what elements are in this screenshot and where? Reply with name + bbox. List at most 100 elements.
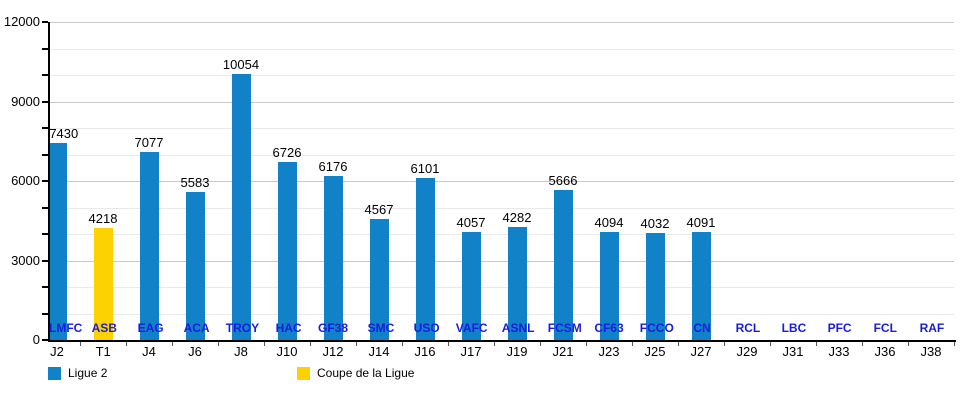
x-axis-tick (908, 342, 909, 346)
bar-value-label: 4567 (364, 201, 394, 217)
bar-value-label: 6726 (272, 144, 302, 160)
x-axis-tick (540, 342, 541, 346)
legend-item-ligue-2: Ligue 2 (48, 366, 107, 380)
bar-T1 (93, 228, 113, 340)
y-axis-tick (42, 180, 48, 182)
x-axis-label-J36: J36 (874, 344, 896, 359)
x-axis-tick (586, 342, 587, 346)
team-label-SMC: SMC (367, 321, 395, 335)
gridline-minor (49, 207, 954, 209)
legend-swatch-coupe-de-la-ligue (297, 366, 310, 380)
x-axis-tick (448, 342, 449, 346)
x-axis-label-J17: J17 (460, 344, 482, 359)
team-label-FCL: FCL (873, 321, 897, 335)
y-axis-label: 6000 (11, 173, 40, 188)
y-axis-tick (42, 259, 48, 262)
x-axis-label-J8: J8 (234, 344, 248, 359)
gridline-minor (49, 48, 954, 50)
team-label-LMFC: LMFC (49, 321, 83, 335)
x-axis-label-J27: J27 (690, 344, 712, 359)
x-axis-tick (816, 342, 817, 346)
bar-J21 (553, 189, 573, 340)
x-axis-tick (632, 342, 633, 346)
bar-value-label: 5583 (180, 175, 210, 191)
bar-J8 (231, 73, 251, 340)
legend-item-coupe-de-la-ligue: Coupe de la Ligue (297, 366, 414, 380)
y-axis-label: 0 (32, 332, 40, 347)
x-axis-line (48, 340, 956, 342)
x-axis-label-J25: J25 (644, 344, 666, 359)
bar-J19 (507, 226, 527, 340)
x-axis-tick (724, 342, 725, 346)
team-label-USO: USO (413, 321, 440, 335)
x-axis-tick (80, 342, 81, 346)
gridline-major (49, 181, 954, 182)
y-axis-label: 12000 (3, 14, 40, 29)
x-axis-label-J21: J21 (552, 344, 574, 359)
x-axis-label-T1: T1 (95, 344, 111, 359)
x-axis-tick (678, 342, 679, 346)
team-label-FCSM: FCSM (547, 321, 582, 335)
y-axis-tick (42, 74, 48, 76)
bar-value-label: 4218 (88, 211, 118, 227)
gridline-major (49, 22, 954, 23)
bar-value-label: 7430 (49, 126, 79, 142)
bar-value-label: 6101 (410, 161, 440, 177)
x-axis-tick (494, 342, 495, 346)
x-axis-label-J23: J23 (598, 344, 620, 359)
gridline-minor (49, 128, 954, 129)
team-label-GF38: GF38 (317, 321, 348, 335)
x-axis-label-J6: J6 (188, 344, 202, 359)
gridline-major (49, 101, 954, 103)
bar-value-label: 4032 (640, 216, 670, 232)
x-axis-tick (402, 342, 403, 346)
bar-J25 (645, 233, 665, 340)
bar-J12 (323, 176, 343, 340)
bar-J14 (369, 218, 389, 340)
x-axis-label-J10: J10 (276, 344, 298, 359)
legend-swatch-ligue-2 (48, 366, 61, 380)
x-axis-tick (218, 342, 219, 346)
y-axis-tick (42, 206, 48, 209)
x-axis-label-J29: J29 (736, 344, 758, 359)
y-axis-tick (42, 47, 48, 50)
x-axis-tick (172, 342, 173, 346)
bar-J10 (277, 161, 297, 340)
y-axis-tick (42, 100, 48, 103)
x-axis-label-J31: J31 (782, 344, 804, 359)
bar-J16 (415, 178, 435, 340)
x-axis-tick (310, 342, 311, 346)
y-axis-label: 3000 (11, 252, 40, 268)
bar-value-label: 7077 (134, 135, 164, 151)
x-axis-label-J12: J12 (322, 344, 344, 359)
gridline-minor (49, 313, 954, 315)
bar-value-label: 10054 (222, 56, 260, 72)
team-label-CF63: CF63 (594, 321, 624, 335)
team-label-RAF: RAF (919, 321, 945, 335)
bar-value-label: 4057 (456, 215, 486, 231)
x-axis-label-J2: J2 (50, 344, 64, 359)
team-label-RCL: RCL (735, 321, 761, 335)
bar-value-label: 4094 (594, 214, 624, 230)
x-axis-tick (770, 342, 771, 346)
team-label-PFC: PFC (827, 321, 852, 335)
team-label-FCCO: FCCO (639, 321, 674, 335)
bar-value-label: 6176 (318, 159, 348, 175)
bar-J2 (47, 143, 67, 340)
x-axis-tick (862, 342, 863, 346)
bar-J17 (461, 232, 481, 340)
y-axis-tick (42, 339, 48, 341)
legend: Ligue 2 Coupe de la Ligue (0, 366, 960, 386)
y-axis-tick (42, 233, 48, 235)
x-axis-label-J19: J19 (506, 344, 528, 359)
gridline-minor (49, 154, 954, 156)
x-axis-tick (264, 342, 265, 346)
legend-label-ligue-2: Ligue 2 (68, 366, 108, 380)
team-label-ACA: ACA (183, 321, 210, 335)
bar-J23 (599, 231, 619, 340)
x-axis-tick (356, 342, 357, 346)
team-label-VAFC: VAFC (455, 321, 488, 335)
x-axis-label-J38: J38 (920, 344, 942, 359)
team-label-HAC: HAC (275, 321, 302, 335)
